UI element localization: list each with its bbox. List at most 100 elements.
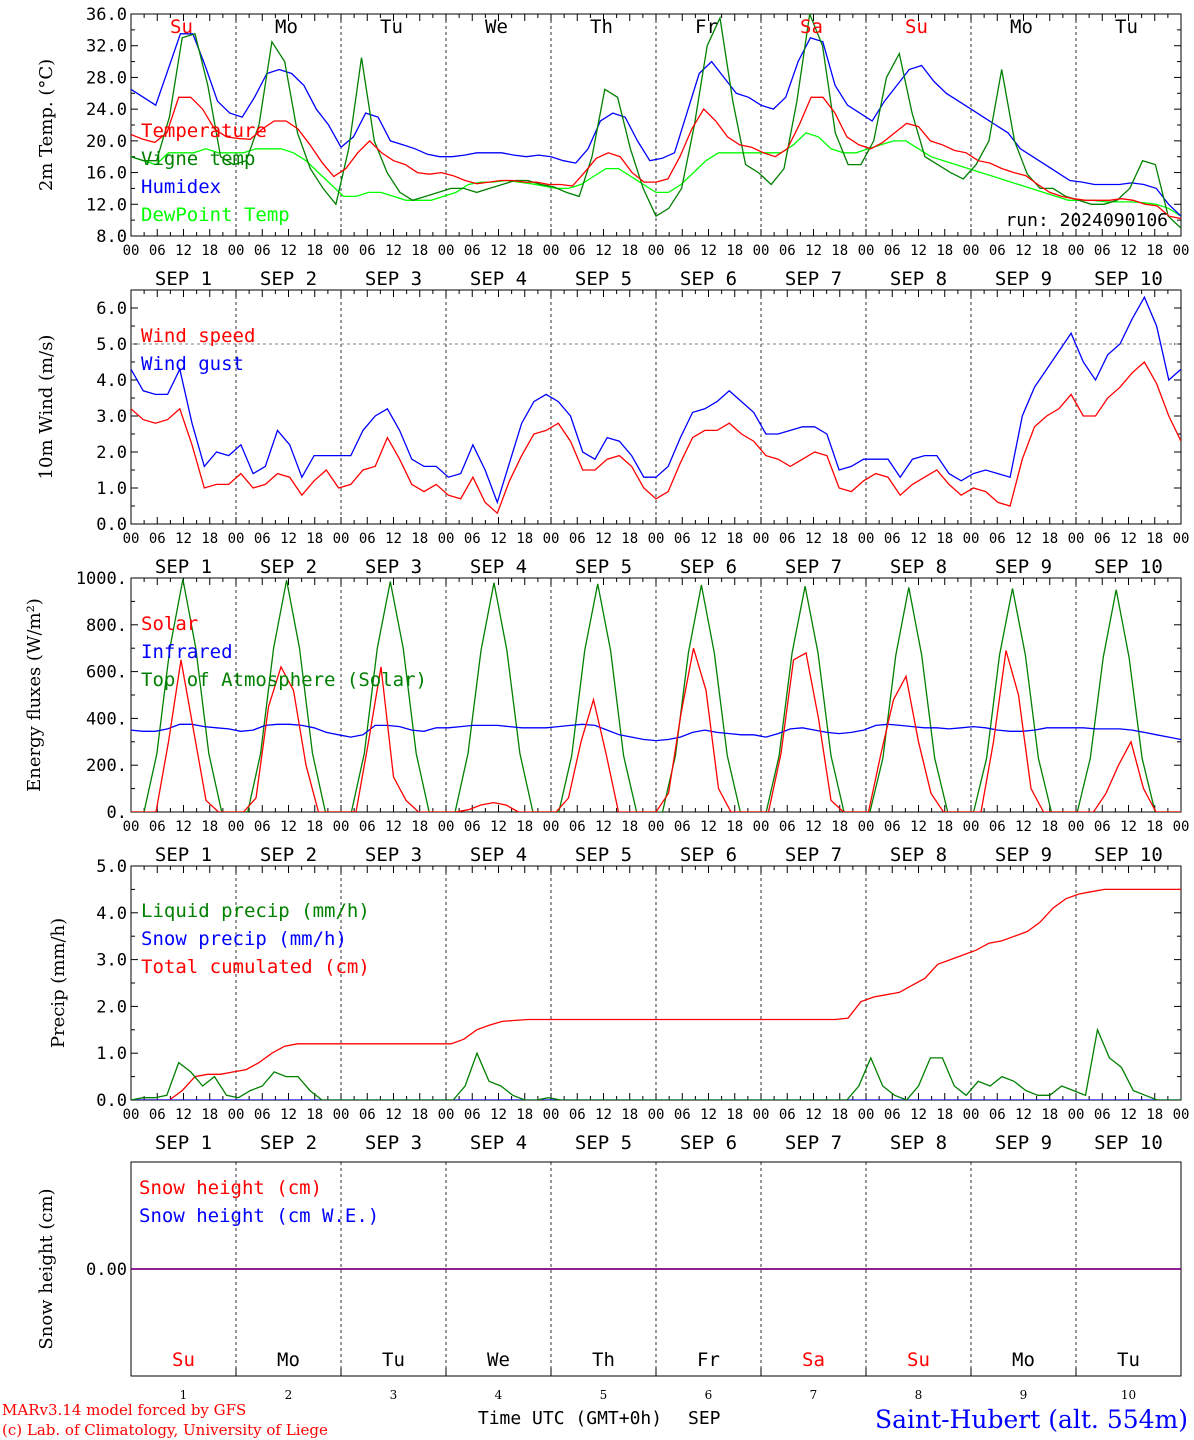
hour-tick-label: 12 bbox=[700, 243, 717, 259]
y-tick-label: 16.0 bbox=[86, 164, 127, 184]
hour-tick-label: 06 bbox=[359, 1107, 376, 1123]
y-tick-label: 24.0 bbox=[86, 100, 127, 120]
legend-entry: Top of Atmosphere (Solar) bbox=[141, 669, 427, 691]
hour-tick-label: 18 bbox=[1146, 531, 1163, 547]
hour-tick-label: 18 bbox=[516, 243, 533, 259]
date-label: SEP 7 bbox=[785, 268, 842, 290]
hour-tick-label: 12 bbox=[595, 243, 612, 259]
hour-tick-label: 18 bbox=[726, 1107, 743, 1123]
series-line-dewpoint-temp bbox=[131, 132, 1181, 217]
hour-tick-label: 06 bbox=[569, 531, 586, 547]
hour-tick-label: 12 bbox=[1015, 1107, 1032, 1123]
hour-tick-label: 12 bbox=[175, 531, 192, 547]
day-number-label: 3 bbox=[390, 1388, 398, 1402]
hour-tick-label: 12 bbox=[595, 1107, 612, 1123]
series-line-liquid-precip-mm-h- bbox=[131, 1027, 1181, 1100]
hour-tick-label: 12 bbox=[490, 1107, 507, 1123]
hour-tick-label: 06 bbox=[779, 531, 796, 547]
hour-tick-label: 00 bbox=[228, 819, 245, 835]
hour-tick-label: 18 bbox=[831, 1107, 848, 1123]
date-label: SEP 4 bbox=[470, 268, 527, 290]
hour-tick-label: 06 bbox=[1094, 243, 1111, 259]
day-name-label: We bbox=[485, 16, 508, 38]
date-label: SEP 8 bbox=[890, 1132, 947, 1154]
date-label: SEP 5 bbox=[575, 844, 632, 866]
y-tick-label: 32.0 bbox=[86, 37, 127, 57]
hour-tick-label: 18 bbox=[726, 819, 743, 835]
hour-tick-label: 06 bbox=[1094, 819, 1111, 835]
hour-tick-label: 00 bbox=[963, 819, 980, 835]
day-name-label: Mo bbox=[277, 1349, 300, 1371]
date-label: SEP 7 bbox=[785, 556, 842, 578]
day-name-label: Mo bbox=[1010, 16, 1033, 38]
hour-tick-label: 00 bbox=[963, 531, 980, 547]
hour-tick-label: 00 bbox=[753, 1107, 770, 1123]
hour-tick-label: 18 bbox=[936, 243, 953, 259]
hour-tick-label: 12 bbox=[805, 531, 822, 547]
hour-tick-label: 06 bbox=[464, 819, 481, 835]
hour-tick-label: 00 bbox=[123, 243, 140, 259]
hour-tick-label: 00 bbox=[438, 531, 455, 547]
hour-tick-label: 06 bbox=[149, 819, 166, 835]
date-label: SEP 2 bbox=[260, 268, 317, 290]
hour-tick-label: 18 bbox=[306, 243, 323, 259]
hour-tick-label: 06 bbox=[569, 243, 586, 259]
legend-entry: Snow height (cm) bbox=[139, 1177, 322, 1199]
hour-tick-label: 00 bbox=[858, 243, 875, 259]
hour-tick-label: 12 bbox=[385, 819, 402, 835]
hour-tick-label: 18 bbox=[936, 531, 953, 547]
y-tick-label: 5.0 bbox=[96, 857, 127, 877]
hour-tick-label: 18 bbox=[726, 531, 743, 547]
hour-tick-label: 06 bbox=[569, 819, 586, 835]
hour-tick-label: 00 bbox=[333, 819, 350, 835]
date-label: SEP 3 bbox=[365, 556, 422, 578]
hour-tick-label: 00 bbox=[228, 1107, 245, 1123]
date-label: SEP 5 bbox=[575, 556, 632, 578]
hour-tick-label: 18 bbox=[831, 819, 848, 835]
y-tick-label: 600. bbox=[86, 663, 127, 683]
date-label: SEP 9 bbox=[995, 1132, 1052, 1154]
hour-tick-label: 12 bbox=[700, 1107, 717, 1123]
hour-tick-label: 12 bbox=[805, 819, 822, 835]
series-line-total-cumulated-cm- bbox=[131, 888, 1181, 1100]
hour-tick-label: 18 bbox=[621, 531, 638, 547]
hour-tick-label: 06 bbox=[464, 243, 481, 259]
y-tick-label: 20.0 bbox=[86, 132, 127, 152]
date-label: SEP 2 bbox=[260, 1132, 317, 1154]
hour-tick-label: 00 bbox=[1068, 243, 1085, 259]
day-name-label: Su bbox=[907, 1349, 930, 1371]
hour-tick-label: 06 bbox=[989, 819, 1006, 835]
day-number-label: 1 bbox=[180, 1388, 188, 1402]
hour-tick-label: 12 bbox=[700, 531, 717, 547]
day-number-label: 9 bbox=[1020, 1388, 1028, 1402]
hour-tick-label: 00 bbox=[858, 1107, 875, 1123]
date-label: SEP 9 bbox=[995, 556, 1052, 578]
hour-tick-label: 00 bbox=[1173, 531, 1190, 547]
hour-tick-label: 12 bbox=[910, 819, 927, 835]
y-tick-label: 1000. bbox=[76, 569, 127, 589]
hour-tick-label: 12 bbox=[490, 531, 507, 547]
hour-tick-label: 18 bbox=[201, 1107, 218, 1123]
date-label: SEP 4 bbox=[470, 844, 527, 866]
hour-tick-label: 12 bbox=[1120, 1107, 1137, 1123]
hour-tick-label: 06 bbox=[149, 1107, 166, 1123]
hour-tick-label: 18 bbox=[621, 243, 638, 259]
y-tick-label: 1.0 bbox=[96, 1044, 127, 1064]
day-number-label: 8 bbox=[915, 1388, 923, 1402]
date-label: SEP 4 bbox=[470, 556, 527, 578]
hour-tick-label: 00 bbox=[1068, 531, 1085, 547]
hour-tick-label: 06 bbox=[149, 243, 166, 259]
hour-tick-label: 12 bbox=[595, 819, 612, 835]
hour-tick-label: 18 bbox=[516, 819, 533, 835]
hour-tick-label: 18 bbox=[1146, 819, 1163, 835]
hour-tick-label: 00 bbox=[1173, 819, 1190, 835]
day-name-label: Su bbox=[170, 16, 193, 38]
y-tick-label: 4.0 bbox=[96, 371, 127, 391]
y-tick-label: 5.0 bbox=[96, 335, 127, 355]
hour-tick-label: 18 bbox=[516, 1107, 533, 1123]
day-name-label: Tu bbox=[1117, 1349, 1140, 1371]
hour-tick-label: 18 bbox=[936, 819, 953, 835]
hour-tick-label: 00 bbox=[228, 531, 245, 547]
hour-tick-label: 12 bbox=[700, 819, 717, 835]
legend-entry: Snow precip (mm/h) bbox=[141, 928, 347, 950]
